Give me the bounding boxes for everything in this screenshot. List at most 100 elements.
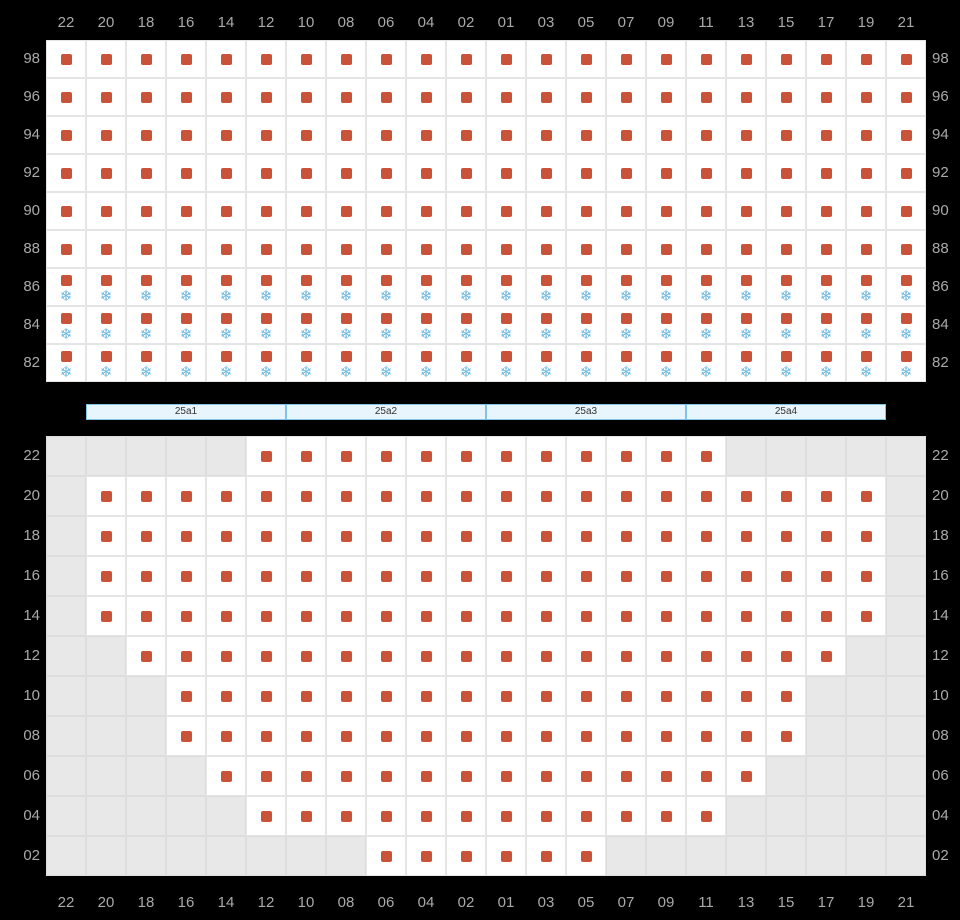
seat-cell[interactable]: ❄: [886, 344, 926, 382]
seat-cell[interactable]: [566, 230, 606, 268]
seat-cell[interactable]: [366, 436, 406, 476]
seat-cell[interactable]: [526, 796, 566, 836]
seat-cell[interactable]: [246, 40, 286, 78]
seat-cell[interactable]: [326, 192, 366, 230]
seat-cell[interactable]: [206, 154, 246, 192]
seat-cell[interactable]: [406, 716, 446, 756]
seat-cell[interactable]: [166, 676, 206, 716]
seat-cell[interactable]: [606, 192, 646, 230]
seat-cell[interactable]: [166, 116, 206, 154]
seat-cell[interactable]: [886, 230, 926, 268]
seat-cell[interactable]: [606, 596, 646, 636]
seat-cell[interactable]: [646, 230, 686, 268]
seat-cell[interactable]: ❄: [46, 268, 86, 306]
seat-cell[interactable]: [406, 676, 446, 716]
seat-cell[interactable]: [286, 476, 326, 516]
seat-cell[interactable]: [286, 516, 326, 556]
seat-cell[interactable]: [806, 636, 846, 676]
seat-cell[interactable]: [406, 230, 446, 268]
seat-cell[interactable]: [326, 756, 366, 796]
seat-cell[interactable]: [566, 716, 606, 756]
seat-cell[interactable]: [686, 154, 726, 192]
seat-cell[interactable]: [406, 596, 446, 636]
seat-cell[interactable]: [566, 756, 606, 796]
seat-cell[interactable]: [886, 192, 926, 230]
seat-cell[interactable]: [366, 516, 406, 556]
seat-cell[interactable]: [366, 476, 406, 516]
seat-cell[interactable]: [886, 78, 926, 116]
seat-cell[interactable]: ❄: [806, 344, 846, 382]
seat-cell[interactable]: [46, 230, 86, 268]
seat-cell[interactable]: [406, 556, 446, 596]
seat-cell[interactable]: [366, 796, 406, 836]
seat-cell[interactable]: [46, 116, 86, 154]
seat-cell[interactable]: [406, 116, 446, 154]
seat-cell[interactable]: ❄: [526, 344, 566, 382]
seat-cell[interactable]: ❄: [86, 344, 126, 382]
seat-cell[interactable]: ❄: [766, 268, 806, 306]
seat-cell[interactable]: [406, 40, 446, 78]
seat-cell[interactable]: [486, 78, 526, 116]
seat-cell[interactable]: [646, 596, 686, 636]
seat-cell[interactable]: [126, 596, 166, 636]
seat-cell[interactable]: [46, 40, 86, 78]
seat-cell[interactable]: [726, 78, 766, 116]
seat-cell[interactable]: [246, 192, 286, 230]
seat-cell[interactable]: [486, 192, 526, 230]
seat-cell[interactable]: ❄: [646, 344, 686, 382]
seat-cell[interactable]: ❄: [646, 268, 686, 306]
seat-cell[interactable]: ❄: [446, 344, 486, 382]
seat-cell[interactable]: [766, 154, 806, 192]
seat-cell[interactable]: [246, 636, 286, 676]
seat-cell[interactable]: [566, 40, 606, 78]
seat-cell[interactable]: [246, 716, 286, 756]
seat-cell[interactable]: ❄: [606, 306, 646, 344]
seat-cell[interactable]: [366, 116, 406, 154]
seat-cell[interactable]: [686, 716, 726, 756]
seat-cell[interactable]: [126, 230, 166, 268]
seat-cell[interactable]: [206, 476, 246, 516]
seat-cell[interactable]: [286, 436, 326, 476]
seat-cell[interactable]: [166, 78, 206, 116]
seat-cell[interactable]: [366, 596, 406, 636]
seat-cell[interactable]: [486, 230, 526, 268]
seat-cell[interactable]: [766, 636, 806, 676]
seat-cell[interactable]: [366, 676, 406, 716]
seat-cell[interactable]: [526, 40, 566, 78]
seat-cell[interactable]: ❄: [366, 306, 406, 344]
seat-cell[interactable]: [366, 756, 406, 796]
seat-cell[interactable]: [246, 154, 286, 192]
seat-cell[interactable]: [766, 230, 806, 268]
seat-cell[interactable]: [886, 154, 926, 192]
seat-cell[interactable]: ❄: [406, 344, 446, 382]
seat-cell[interactable]: ❄: [566, 344, 606, 382]
seat-cell[interactable]: ❄: [846, 306, 886, 344]
seat-cell[interactable]: [726, 756, 766, 796]
seat-cell[interactable]: [286, 40, 326, 78]
seat-cell[interactable]: [126, 116, 166, 154]
seat-cell[interactable]: [206, 676, 246, 716]
seat-cell[interactable]: ❄: [886, 306, 926, 344]
seat-cell[interactable]: [366, 40, 406, 78]
seat-cell[interactable]: [166, 596, 206, 636]
seat-cell[interactable]: [406, 636, 446, 676]
seat-cell[interactable]: ❄: [166, 268, 206, 306]
seat-cell[interactable]: [686, 192, 726, 230]
seat-cell[interactable]: [526, 192, 566, 230]
seat-cell[interactable]: [806, 154, 846, 192]
seat-cell[interactable]: [526, 836, 566, 876]
seat-cell[interactable]: [446, 230, 486, 268]
seat-cell[interactable]: [406, 476, 446, 516]
seat-cell[interactable]: [446, 556, 486, 596]
seat-cell[interactable]: [326, 476, 366, 516]
seat-cell[interactable]: [206, 596, 246, 636]
seat-cell[interactable]: [766, 556, 806, 596]
seat-cell[interactable]: [166, 192, 206, 230]
seat-cell[interactable]: [406, 78, 446, 116]
seat-cell[interactable]: [246, 756, 286, 796]
seat-cell[interactable]: [486, 556, 526, 596]
seat-cell[interactable]: [366, 78, 406, 116]
seat-cell[interactable]: [246, 556, 286, 596]
seat-cell[interactable]: [286, 756, 326, 796]
seat-cell[interactable]: [566, 796, 606, 836]
